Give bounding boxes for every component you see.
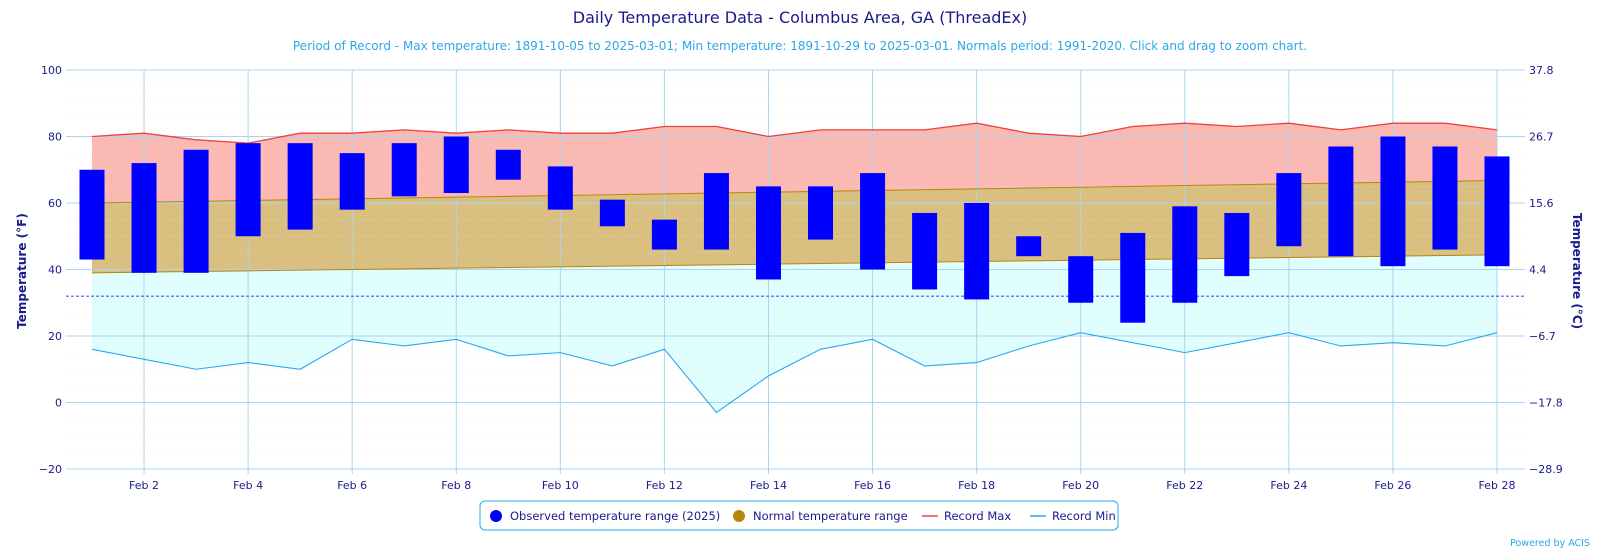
- observed-bar[interactable]: [1380, 136, 1406, 267]
- observed-bar[interactable]: [443, 136, 469, 194]
- normal-min-line: [91, 254, 1498, 274]
- observed-bar[interactable]: [1276, 173, 1302, 247]
- x-tick-label: Feb 12: [646, 479, 683, 492]
- legend[interactable]: Observed temperature range (2025) Normal…: [479, 500, 1119, 531]
- y-tick-label-left: 40: [48, 264, 62, 277]
- axes: −20 0 20 40 60 80 100 −28.9 −17.8 −6.7 4.4 15.6 26.7…: [39, 64, 1563, 492]
- record-max-line[interactable]: [91, 122, 1498, 144]
- y-tick-label-right: −17.8: [1529, 397, 1563, 410]
- normal-max-line: [91, 180, 1498, 204]
- observed-bar[interactable]: [235, 143, 261, 237]
- y-tick-label-left: 0: [55, 397, 62, 410]
- x-tick-label: Feb 18: [958, 479, 995, 492]
- x-tick-label: Feb 10: [542, 479, 579, 492]
- x-tick-label: Feb 28: [1479, 479, 1516, 492]
- observed-bar[interactable]: [1120, 232, 1146, 323]
- x-tick-label: Feb 8: [441, 479, 471, 492]
- x-tick-label: Feb 4: [233, 479, 263, 492]
- observed-bar[interactable]: [808, 186, 834, 240]
- legend-box: [479, 500, 1119, 531]
- x-tick-label: Feb 6: [337, 479, 367, 492]
- legend-item-normal[interactable]: Normal temperature range: [733, 509, 908, 523]
- observed-bar[interactable]: [1432, 146, 1458, 250]
- observed-bar[interactable]: [1484, 156, 1510, 267]
- x-tick-label: Feb 26: [1374, 479, 1411, 492]
- x-tick-label: Feb 2: [129, 479, 159, 492]
- y-tick-label-left: 60: [48, 197, 62, 210]
- y-tick-label-right: 15.6: [1529, 197, 1554, 210]
- y-tick-label-left: 100: [41, 64, 62, 77]
- x-tick-label: Feb 14: [750, 479, 787, 492]
- legend-item-observed[interactable]: Observed temperature range (2025): [490, 509, 720, 523]
- observed-bar[interactable]: [495, 149, 521, 180]
- observed-bar[interactable]: [599, 199, 625, 227]
- observed-bar[interactable]: [651, 219, 677, 250]
- y-tick-label-left: −20: [39, 463, 62, 476]
- y-axis-title-left: Temperature (°F): [15, 213, 29, 329]
- y-tick-label-right: 26.7: [1529, 131, 1554, 144]
- x-tick-label: Feb 22: [1166, 479, 1203, 492]
- record-min-area: [92, 254, 1497, 413]
- record-lines: [91, 122, 1498, 414]
- observed-bars[interactable]: [79, 136, 1510, 323]
- record-max-area: [92, 123, 1497, 203]
- legend-record-min-label: Record Min: [1052, 509, 1116, 523]
- normal-range-area: [92, 180, 1497, 273]
- y-axis-title-right: Temperature (°C): [1570, 213, 1584, 329]
- observed-bar[interactable]: [287, 143, 313, 230]
- legend-record-max-label: Record Max: [944, 509, 1011, 523]
- observed-bar[interactable]: [1172, 206, 1198, 303]
- observed-bar[interactable]: [79, 169, 105, 260]
- legend-normal-marker: [733, 510, 745, 522]
- y-tick-label-right: −28.9: [1529, 463, 1563, 476]
- y-tick-label-right: 37.8: [1529, 64, 1554, 77]
- observed-bar[interactable]: [131, 163, 157, 273]
- x-tick-label: Feb 16: [854, 479, 891, 492]
- legend-item-record-min[interactable]: Record Min: [1030, 509, 1116, 523]
- observed-bar[interactable]: [1224, 212, 1250, 277]
- y-tick-label-left: 80: [48, 131, 62, 144]
- legend-observed-marker: [490, 510, 502, 522]
- observed-bar[interactable]: [1328, 146, 1354, 257]
- legend-observed-label: Observed temperature range (2025): [510, 509, 720, 523]
- observed-bar[interactable]: [547, 166, 573, 210]
- x-tick-label: Feb 24: [1270, 479, 1307, 492]
- x-tick-label: Feb 20: [1062, 479, 1099, 492]
- observed-bar[interactable]: [964, 203, 990, 300]
- observed-bar[interactable]: [1016, 236, 1042, 257]
- observed-bar[interactable]: [860, 173, 886, 270]
- legend-normal-label: Normal temperature range: [753, 509, 908, 523]
- y-tick-label-left: 20: [48, 330, 62, 343]
- chart-subtitle: Period of Record - Max temperature: 1891…: [293, 39, 1307, 53]
- legend-item-record-max[interactable]: Record Max: [922, 509, 1011, 523]
- chart-title: Daily Temperature Data - Columbus Area, …: [573, 8, 1027, 27]
- y-tick-label-right: −6.7: [1529, 330, 1556, 343]
- observed-bar[interactable]: [391, 143, 417, 197]
- record-min-line[interactable]: [91, 332, 1498, 414]
- observed-bar[interactable]: [183, 149, 209, 273]
- range-areas: [92, 123, 1497, 413]
- observed-bar[interactable]: [339, 153, 365, 210]
- y-tick-label-right: 4.4: [1529, 264, 1547, 277]
- observed-bar[interactable]: [912, 212, 938, 290]
- observed-bar[interactable]: [1068, 256, 1094, 303]
- observed-bar[interactable]: [755, 186, 781, 280]
- credit-link[interactable]: Powered by ACIS: [1510, 538, 1590, 549]
- observed-bar[interactable]: [703, 173, 729, 250]
